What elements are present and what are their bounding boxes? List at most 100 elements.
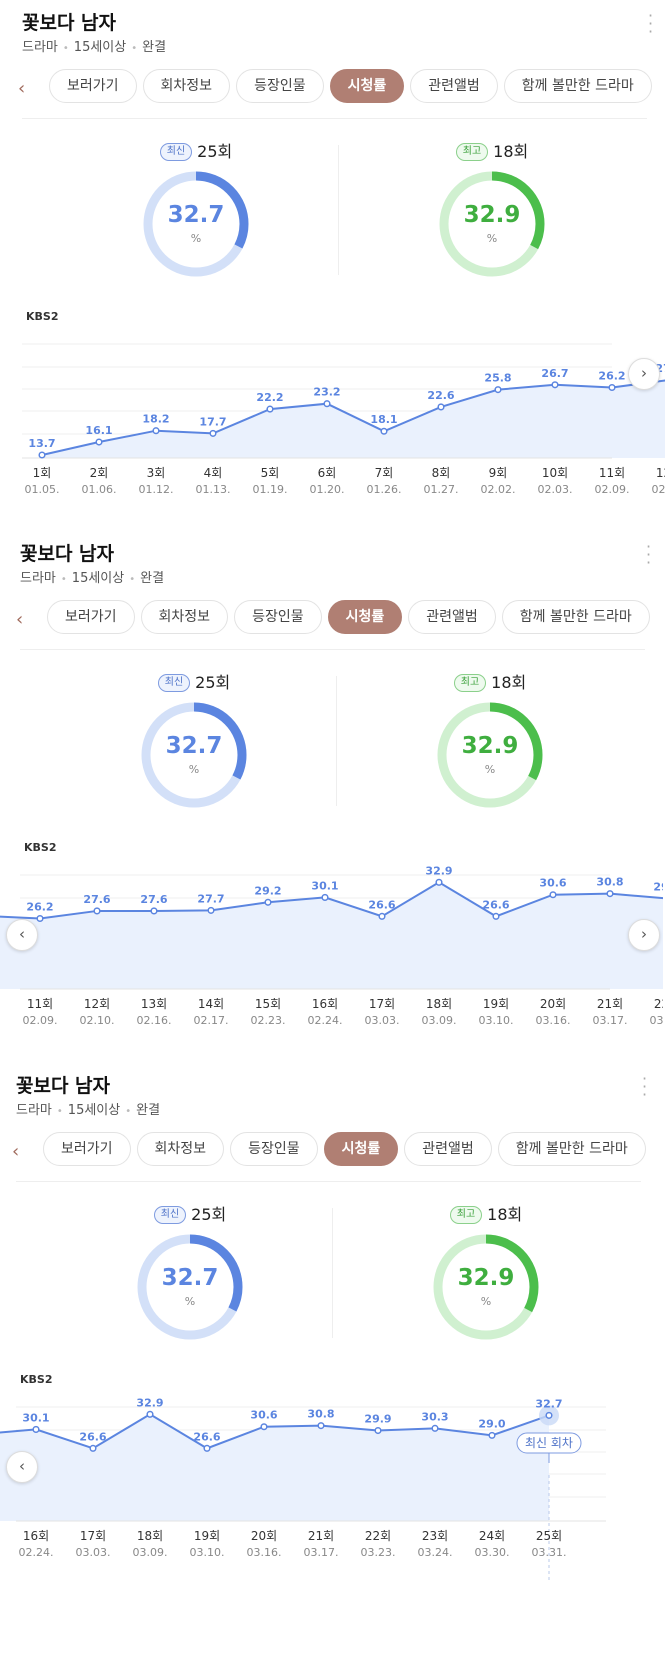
x-tick-date: 02.17. [194,1014,229,1027]
latest-episode-label: 최신 25회 [124,669,264,693]
tab-6[interactable]: 함께 볼만한 드라마 [503,69,652,103]
tab-4[interactable]: 시청률 [329,69,405,103]
tab-2[interactable]: 회차정보 [142,69,231,103]
tab-bar: 보러가기 회차정보 등장인물 시청률 관련앨범 함께 볼만한 드라마 [49,69,652,103]
chart-prev-button[interactable]: ‹ [6,1451,38,1483]
latest-episode: 25회 [191,1205,227,1224]
latest-badge: 최신 [157,674,191,692]
data-point [378,912,386,920]
x-tick-date: 01.27. [424,483,459,496]
tab-2[interactable]: 회차정보 [140,600,229,634]
best-rating-stat: 최고 18회 32.9 % [420,669,560,819]
latest-rating-stat: 최신 25회 32.7 % [126,138,266,288]
data-point [380,427,388,435]
data-label: 13.7 [28,437,55,450]
tab-6[interactable]: 함께 볼만한 드라마 [501,600,650,634]
donut-arc [143,171,249,277]
data-point [374,1426,382,1435]
x-tick-episode: 19회 [194,1529,220,1543]
chevron-left-icon[interactable]: ‹ [16,609,24,630]
tab-1[interactable]: 보러가기 [47,600,135,634]
data-label: 27.6 [83,893,110,906]
data-label: 26.6 [482,898,509,911]
best-rating-unit: % [484,763,496,776]
data-point [437,403,445,411]
x-tick-episode: 18회 [137,1529,163,1543]
latest-rating-unit: % [188,763,200,776]
best-donut-svg [439,171,545,277]
data-point [95,438,103,446]
x-tick-episode: 11회 [27,997,53,1011]
tab-2[interactable]: 회차정보 [136,1132,225,1166]
ratings-panel-view-3: 꽃보다 남자 드라마 • 15세이상 • 완결 · · · ‹ 보러가기 회차정보 등장인물 시청… [0,1063,665,1619]
tab-3[interactable]: 등장인물 [234,600,322,634]
data-point [207,906,215,914]
x-tick-episode: 7회 [375,466,394,480]
best-donut: 32.9 % [430,1231,542,1343]
data-point [36,914,44,923]
data-point [492,912,500,920]
latest-rating-stat: 최신 25회 32.7 % [124,669,264,819]
latest-episode: 25회 [197,142,233,161]
data-label: 26.6 [368,898,395,911]
status-label: 완결 [136,1103,161,1118]
tab-5[interactable]: 관련앨범 [404,1132,492,1166]
x-tick-date: 03.10. [479,1014,514,1027]
tab-6[interactable]: 함께 볼만한 드라마 [497,1132,646,1166]
area-fill [0,1414,549,1521]
x-tick-episode: 14회 [198,997,224,1011]
network-label: KBS2 [26,310,59,323]
x-tick-episode: 22회 [365,1529,391,1543]
latest-donut: 32.7 % [134,1231,246,1343]
more-vertical-icon[interactable]: · · · [646,537,652,572]
age-rating-label: 15세이상 [71,571,125,586]
data-label: 26.7 [541,367,568,380]
chevron-left-icon[interactable]: ‹ [12,1141,20,1162]
tab-1[interactable]: 보러가기 [43,1132,131,1166]
data-point [317,1422,325,1430]
x-tick-episode: 15회 [255,997,281,1011]
tab-5[interactable]: 관련앨범 [408,600,496,634]
data-point [321,893,329,901]
x-tick-date: 02.03. [0,1014,1,1027]
x-tick-episode: 24회 [479,1529,505,1543]
best-episode: 18회 [491,673,527,692]
tab-3[interactable]: 등장인물 [230,1132,318,1166]
data-label: 26.2 [26,901,53,914]
chart-prev-button[interactable]: ‹ [6,919,38,951]
best-episode: 18회 [493,142,529,161]
chart-next-button[interactable]: › [628,358,660,390]
chevron-left-icon[interactable]: ‹ [18,78,26,99]
show-title: 꽃보다 남자 [22,12,117,34]
data-label: 30.8 [596,876,623,889]
data-label: 30.1 [311,879,338,892]
network-label: KBS2 [20,1373,53,1386]
panel-content: 꽃보다 남자 드라마 • 15세이상 • 완결 · · · ‹ 보러가기 회차정보 등장인물 시청… [0,531,663,1087]
x-tick-date: 03.16. [536,1014,571,1027]
best-rating-value: 32.9 [463,202,521,228]
chart-next-button[interactable]: › [628,919,660,951]
donut-arc [137,1234,243,1340]
tab-4[interactable]: 시청률 [327,600,403,634]
x-tick-episode: 18회 [426,997,452,1011]
show-meta: 드라마 • 15세이상 • 완결 [22,36,166,55]
x-tick-episode: 20회 [540,997,566,1011]
panel-content: 꽃보다 남자 드라마 • 15세이상 • 완결 · · · ‹ 보러가기 회차정보 등장인물 시청… [0,0,665,556]
x-tick-date: 03.24. [418,1546,453,1559]
data-point [606,890,614,898]
x-tick-date: 03.10. [190,1546,225,1559]
tab-3[interactable]: 등장인물 [236,69,324,103]
best-rating-value: 32.9 [457,1265,515,1291]
tab-5[interactable]: 관련앨범 [410,69,498,103]
more-vertical-icon[interactable]: · · · [642,1069,648,1104]
tab-4[interactable]: 시청률 [323,1132,399,1166]
data-label: 32.7 [535,1397,562,1410]
x-tick-date: 03.23. [361,1546,396,1559]
x-tick-episode: 22회 [654,997,663,1011]
more-vertical-icon[interactable]: · · · [648,6,654,41]
data-point [93,907,101,915]
data-label: 23.2 [313,386,340,399]
tab-1[interactable]: 보러가기 [49,69,137,103]
x-tick-date: 01.20. [310,483,345,496]
show-meta: 드라마 • 15세이상 • 완결 [16,1099,160,1118]
